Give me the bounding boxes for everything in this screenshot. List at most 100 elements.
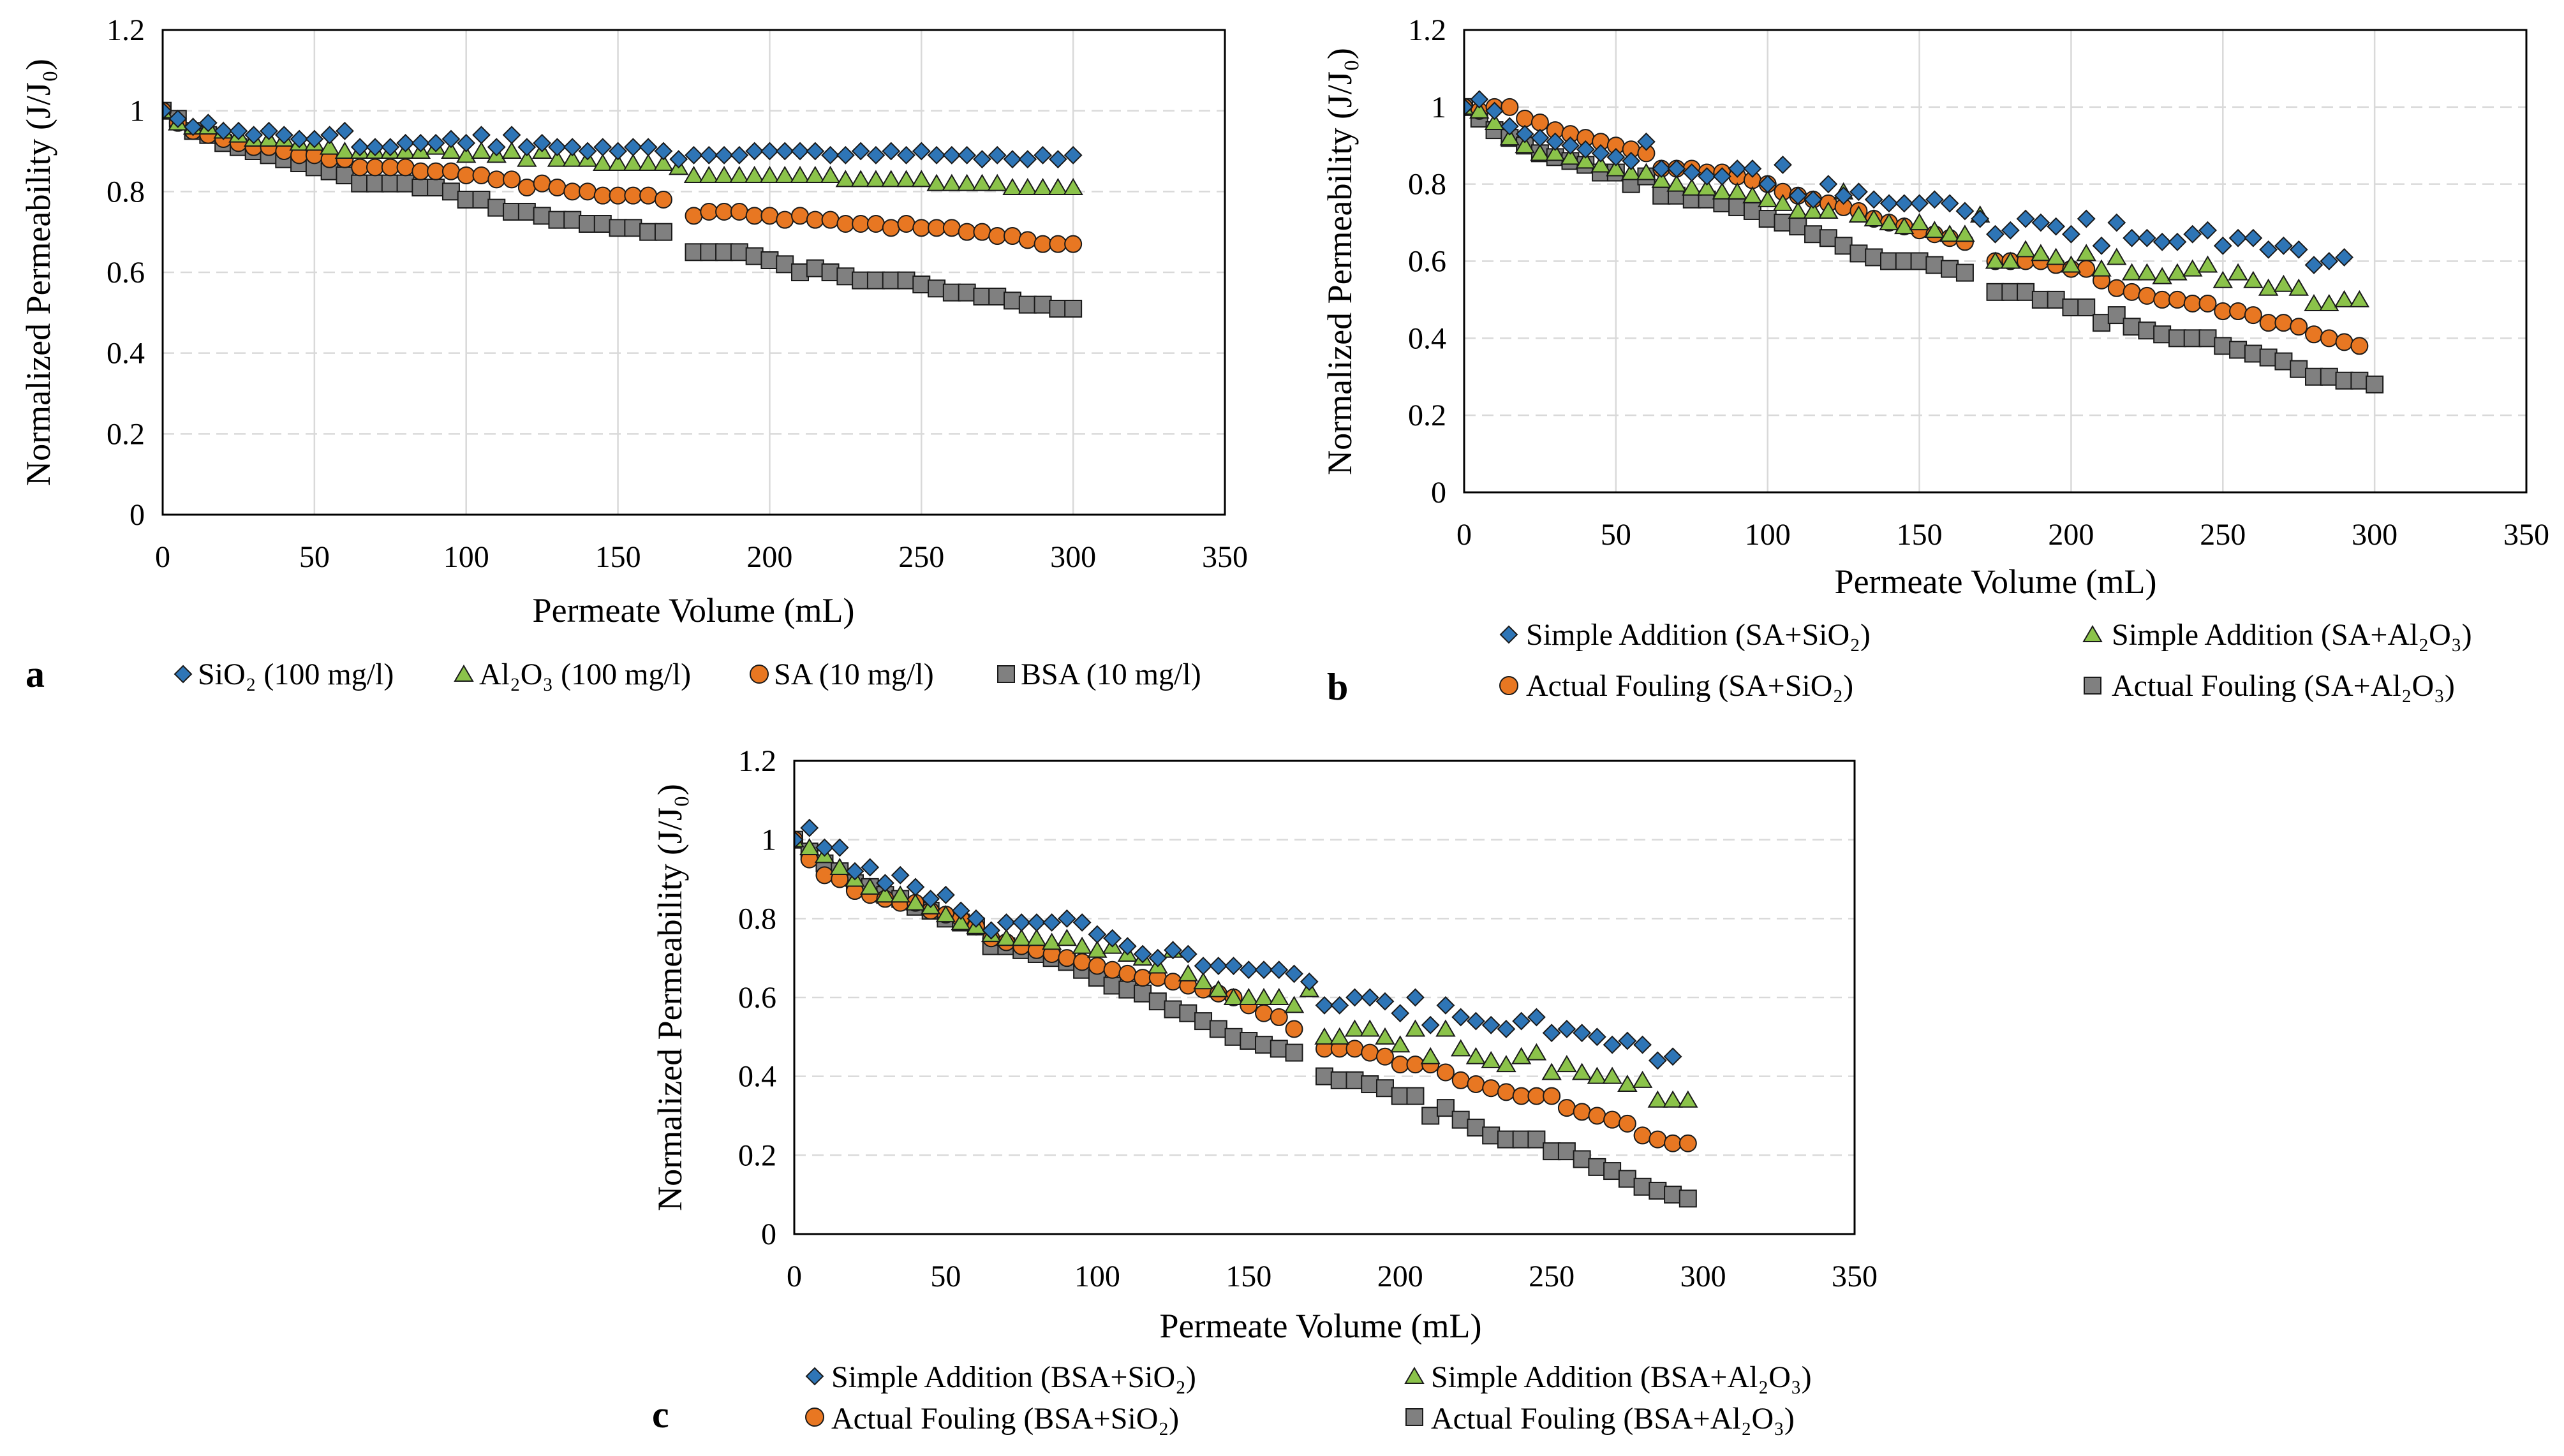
data-point-square bbox=[2259, 348, 2278, 367]
y-tick-label: 0.2 bbox=[1408, 399, 1446, 432]
x-tick-label: 200 bbox=[746, 540, 792, 574]
data-point-diamond bbox=[502, 126, 521, 145]
data-point-diamond bbox=[654, 142, 673, 161]
data-point-circle bbox=[806, 210, 824, 229]
data-point-triangle bbox=[547, 149, 568, 167]
y-tick-label: 0.8 bbox=[1408, 168, 1446, 202]
data-point-diamond bbox=[1500, 117, 1519, 136]
data-point-square bbox=[2153, 325, 2172, 344]
data-point-triangle bbox=[1469, 101, 1490, 119]
data-point-diamond bbox=[2244, 228, 2263, 247]
data-point-square bbox=[2244, 344, 2262, 363]
data-point-triangle bbox=[1496, 1055, 1516, 1073]
data-point-diamond bbox=[1561, 136, 1580, 155]
legend-label: SA (10 mg/l) bbox=[774, 658, 934, 691]
legend-marker-triangle bbox=[2082, 625, 2103, 642]
data-point-square bbox=[1421, 1107, 1440, 1125]
data-point-circle bbox=[472, 166, 491, 184]
data-point-square bbox=[776, 255, 794, 274]
x-tick-label: 350 bbox=[1832, 1260, 1878, 1293]
data-point-triangle bbox=[972, 173, 993, 191]
data-point-diamond bbox=[290, 129, 309, 149]
data-point-circle bbox=[396, 158, 415, 177]
data-point-square bbox=[760, 251, 779, 269]
data-point-triangle bbox=[875, 885, 896, 903]
panel-a-xlabel: Permeate Volume (mL) bbox=[533, 591, 855, 629]
data-point-triangle bbox=[517, 149, 537, 167]
data-point-triangle bbox=[790, 166, 810, 183]
data-point-diamond bbox=[1587, 1027, 1606, 1047]
data-point-circle bbox=[821, 210, 840, 229]
data-point-triangle bbox=[2000, 251, 2021, 269]
data-point-square bbox=[2214, 337, 2232, 355]
data-point-diamond bbox=[1591, 143, 1610, 163]
data-point-circle bbox=[1118, 964, 1137, 983]
data-point-triangle bbox=[1587, 1066, 1608, 1084]
data-point-circle bbox=[548, 179, 567, 196]
data-point-square bbox=[1224, 1027, 1243, 1046]
legend-marker-circle bbox=[805, 1408, 824, 1427]
data-point-diamond bbox=[2213, 236, 2232, 255]
data-point-diamond bbox=[1034, 145, 1052, 165]
data-point-diamond bbox=[1481, 1015, 1501, 1034]
data-point-diamond bbox=[517, 138, 537, 157]
data-point-square bbox=[1758, 210, 1777, 228]
data-point-diamond bbox=[806, 142, 825, 161]
data-point-diamond bbox=[2228, 228, 2248, 247]
data-point-triangle bbox=[1375, 1027, 1395, 1045]
data-point-triangle bbox=[2076, 244, 2096, 261]
data-point-triangle bbox=[2182, 259, 2203, 277]
data-point-triangle bbox=[1056, 929, 1078, 946]
data-point-circle bbox=[1285, 1020, 1303, 1038]
legend-label: Al₂O₃ (100 mg/l) bbox=[479, 658, 691, 691]
data-point-diamond bbox=[1849, 182, 1868, 202]
data-point-diamond bbox=[1436, 996, 1455, 1015]
data-point-triangle bbox=[1269, 988, 1289, 1005]
y-tick-label: 0.2 bbox=[738, 1138, 776, 1172]
data-point-triangle bbox=[1530, 143, 1550, 161]
data-point-triangle bbox=[1329, 1027, 1350, 1045]
data-point-circle bbox=[351, 158, 369, 177]
data-point-square bbox=[1361, 1075, 1379, 1094]
data-point-triangle bbox=[1924, 221, 1945, 239]
data-point-square bbox=[1865, 248, 1883, 267]
data-point-circle bbox=[791, 207, 809, 225]
data-point-diamond bbox=[1663, 1047, 1682, 1066]
data-point-square bbox=[609, 219, 627, 237]
data-point-diamond bbox=[851, 142, 870, 161]
data-point-circle bbox=[2168, 290, 2186, 309]
data-point-diamond bbox=[958, 145, 977, 165]
panel-c-xticks: 0 50 100 150 200 250 300 350 bbox=[787, 1260, 1878, 1293]
data-point-square bbox=[1573, 1150, 1591, 1168]
data-point-triangle bbox=[1647, 1090, 1668, 1108]
data-point-triangle bbox=[334, 142, 355, 159]
x-tick-label: 300 bbox=[2352, 518, 2397, 552]
data-point-circle bbox=[928, 219, 946, 237]
data-point-triangle bbox=[2167, 263, 2188, 281]
data-point-circle bbox=[1482, 1079, 1501, 1098]
data-point-triangle bbox=[890, 885, 910, 903]
data-point-circle bbox=[1451, 1071, 1470, 1089]
data-point-square bbox=[1255, 1036, 1273, 1054]
data-point-diamond bbox=[2047, 217, 2066, 236]
data-point-circle bbox=[1391, 1055, 1409, 1074]
data-point-triangle bbox=[996, 929, 1017, 946]
data-point-diamond bbox=[548, 138, 567, 157]
data-point-diamond bbox=[1375, 992, 1395, 1011]
data-point-circle bbox=[685, 207, 703, 225]
data-point-circle bbox=[2274, 314, 2293, 332]
panel-a-ylabel: Normalized Permeability (J/J₀) bbox=[19, 59, 57, 486]
data-point-diamond bbox=[982, 921, 1001, 940]
data-point-circle bbox=[381, 158, 399, 177]
data-point-triangle bbox=[1254, 988, 1274, 1005]
data-point-diamond bbox=[1788, 186, 1807, 205]
data-point-diamond bbox=[1103, 929, 1122, 948]
data-point-square bbox=[1895, 252, 1913, 270]
data-point-square bbox=[2017, 283, 2035, 301]
data-point-diamond bbox=[861, 858, 880, 877]
data-point-diamond bbox=[1758, 175, 1777, 194]
data-point-triangle bbox=[729, 166, 750, 183]
data-point-triangle bbox=[1465, 1047, 1486, 1064]
data-point-triangle bbox=[319, 137, 340, 155]
